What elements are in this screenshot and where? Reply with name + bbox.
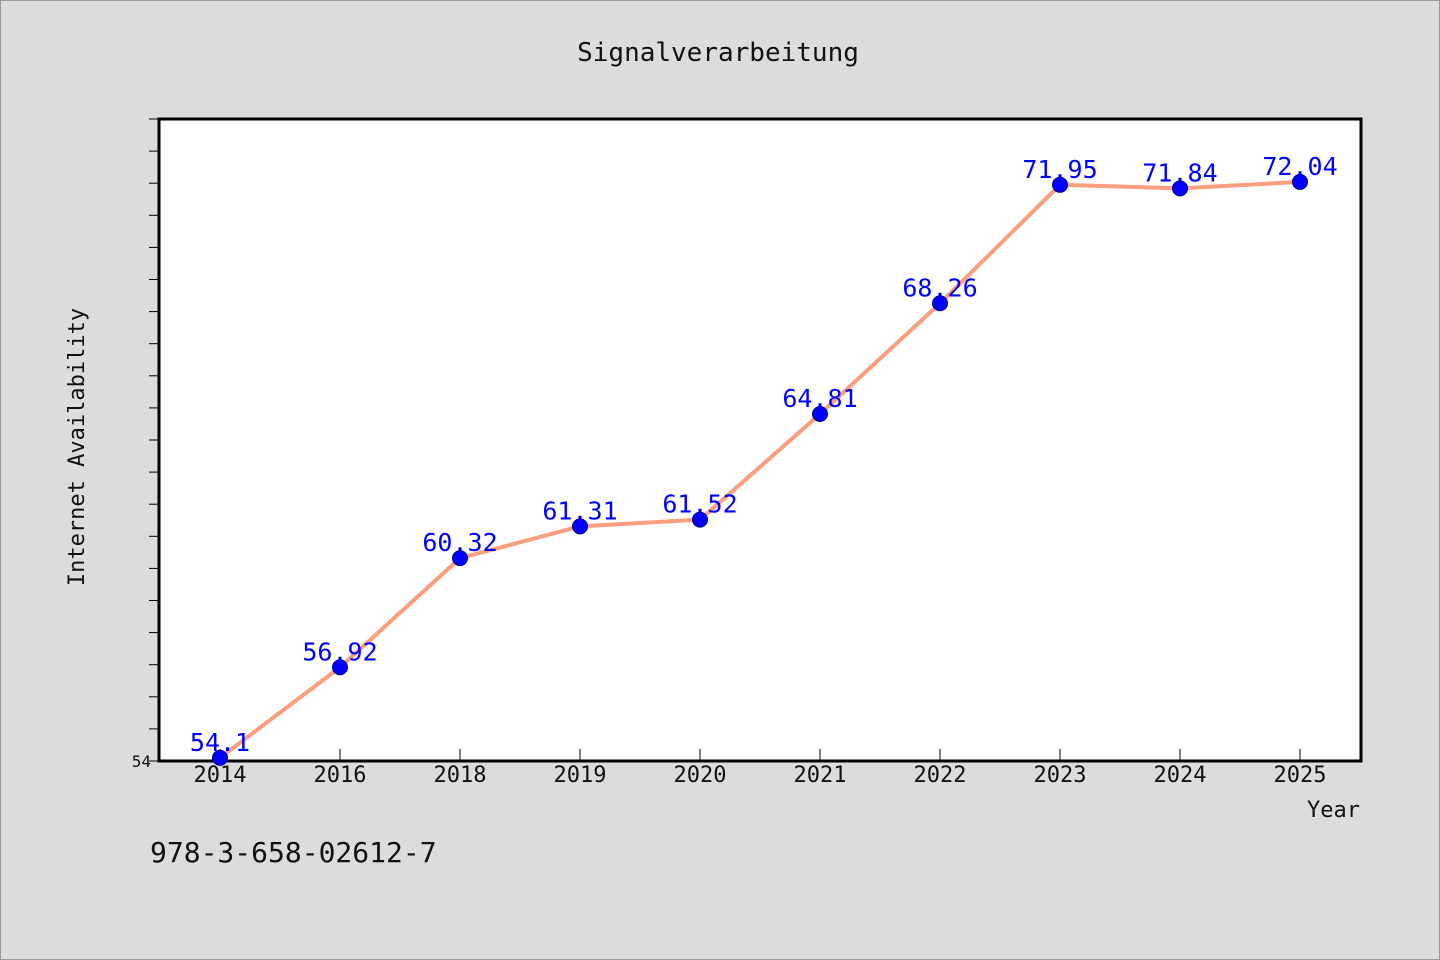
data-point bbox=[932, 295, 948, 312]
data-point bbox=[812, 405, 828, 422]
data-label: 61.31 bbox=[542, 496, 617, 525]
x-axis-ticks: 2014 2016 2018 2019 2020 2021 2022 2023 2024 2025 bbox=[194, 749, 1327, 788]
y-tick-label: 54 bbox=[132, 752, 151, 771]
x-tick-label: 2014 bbox=[194, 763, 247, 788]
data-label: 64.81 bbox=[782, 384, 857, 413]
isbn-footer: 978-3-658-02612-7 bbox=[150, 836, 437, 869]
x-tick-label: 2023 bbox=[1034, 763, 1087, 788]
data-label: 71.84 bbox=[1142, 158, 1217, 187]
x-tick-label: 2022 bbox=[914, 763, 967, 788]
series-line bbox=[218, 179, 1302, 760]
x-tick-label: 2019 bbox=[554, 763, 607, 788]
chart-title: Signalverarbeitung bbox=[577, 38, 859, 68]
x-tick-label: 2018 bbox=[434, 763, 487, 788]
data-point bbox=[212, 749, 228, 766]
x-tick-label: 2025 bbox=[1274, 763, 1327, 788]
data-point bbox=[452, 550, 468, 567]
series-group: 54.1 56.92 60.32 61.31 61.52 64.81 68.26 71.95 7… bbox=[190, 152, 1338, 766]
x-axis-label: Year bbox=[1307, 798, 1360, 823]
plot-area bbox=[157, 117, 1363, 763]
x-tick-label: 2016 bbox=[314, 763, 367, 788]
data-point bbox=[1052, 176, 1068, 193]
y-axis-label: Internet Availability bbox=[65, 308, 90, 586]
x-tick-label: 2021 bbox=[794, 763, 847, 788]
y-axis-ticks: 54 bbox=[132, 118, 159, 771]
data-label: 61.52 bbox=[662, 490, 737, 519]
data-point bbox=[1172, 180, 1188, 197]
data-label: 68.26 bbox=[902, 273, 977, 302]
data-label: 54.1 bbox=[190, 728, 250, 757]
data-label: 71.95 bbox=[1022, 155, 1097, 184]
data-label: 72.04 bbox=[1262, 152, 1337, 181]
data-point bbox=[1292, 173, 1308, 190]
x-tick-label: 2020 bbox=[674, 763, 727, 788]
data-point bbox=[692, 511, 708, 528]
data-point bbox=[332, 659, 348, 676]
data-label: 56.92 bbox=[302, 637, 377, 666]
data-label: 60.32 bbox=[422, 528, 497, 557]
x-tick-label: 2024 bbox=[1154, 763, 1207, 788]
data-point bbox=[572, 518, 588, 535]
